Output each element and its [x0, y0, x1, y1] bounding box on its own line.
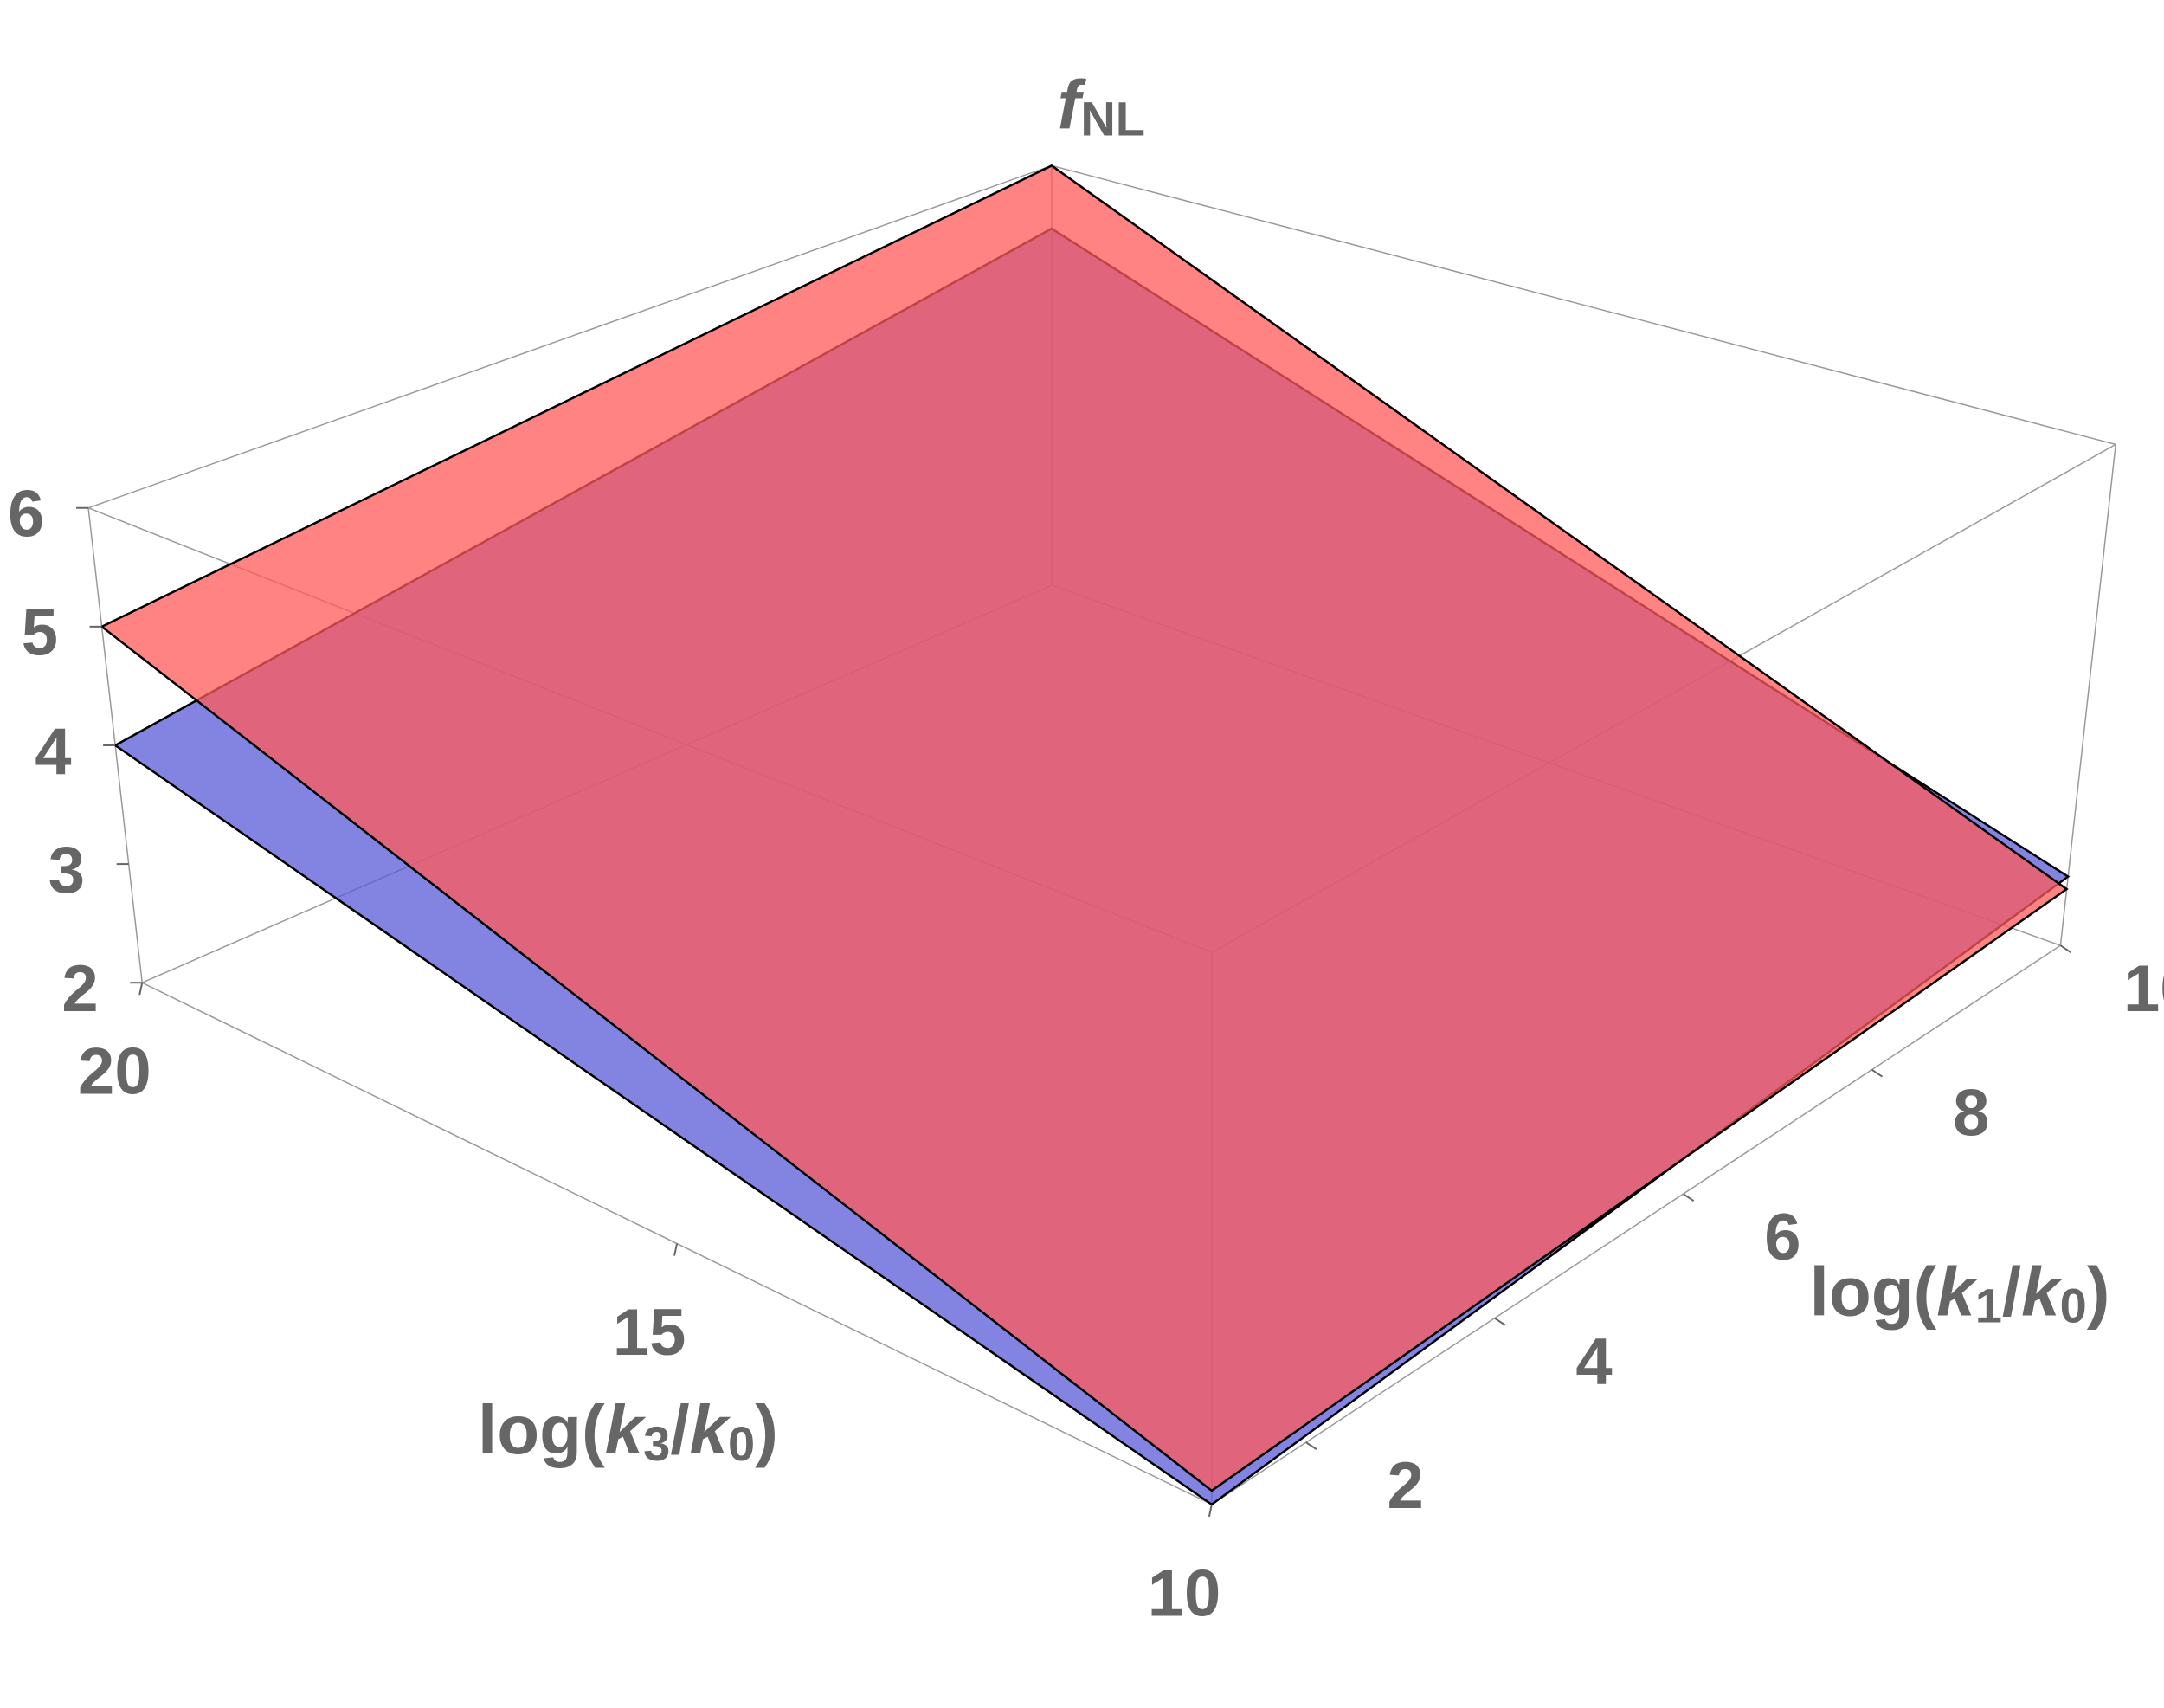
- z-tick-label: 2: [61, 952, 98, 1026]
- tick-mark: [138, 982, 144, 996]
- z-axis-title-part: NL: [1080, 91, 1145, 145]
- x-axis-title-part: 0: [2060, 1279, 2087, 1333]
- z-axis-title: fNL: [1058, 67, 1145, 146]
- z-tick-label: 6: [8, 478, 44, 551]
- z-tick-label: 4: [35, 715, 71, 789]
- tick-mark: [1871, 1068, 1884, 1078]
- surface: [100, 164, 2069, 1492]
- tick-mark: [2059, 944, 2071, 953]
- tick-mark: [1208, 1504, 1213, 1518]
- box-edge: [87, 164, 1053, 509]
- x-axis-title-part: /: [2002, 1254, 2021, 1331]
- box-edge: [1211, 944, 2061, 1505]
- tick-mark: [1683, 1193, 1695, 1202]
- y-axis-title-part: /: [670, 1391, 689, 1468]
- x-tick-label: 8: [1953, 1077, 1989, 1150]
- x-axis-title-part: log(: [1810, 1254, 1937, 1331]
- y-axis-title-part: 0: [728, 1416, 755, 1471]
- y-axis-title: log(k3/k0): [478, 1391, 778, 1471]
- y-axis-title-part: 3: [643, 1416, 670, 1471]
- tick-mark: [673, 1243, 679, 1256]
- x-tick-label: 6: [1764, 1201, 1800, 1274]
- y-tick-label: 10: [1148, 1557, 1221, 1630]
- z-tick-label: 3: [48, 834, 85, 907]
- x-axis-title: log(k1/k0): [1810, 1254, 2110, 1333]
- x-axis-title-part: 1: [1975, 1279, 2002, 1333]
- x-tick-label: 10: [2123, 952, 2164, 1026]
- box-edge: [1051, 164, 2116, 446]
- y-tick-label: 20: [78, 1035, 151, 1109]
- y-axis-title-part: ): [755, 1391, 778, 1468]
- x-axis-title-part: k: [2021, 1254, 2063, 1331]
- x-tick-label: 4: [1575, 1325, 1612, 1399]
- tick-mark: [1494, 1317, 1506, 1326]
- y-axis-title-part: log(: [478, 1391, 605, 1468]
- tick-mark: [1305, 1441, 1317, 1450]
- x-axis-title-part: k: [1936, 1254, 1978, 1331]
- y-axis-title-part: k: [690, 1391, 731, 1468]
- z-tick-label: 5: [22, 596, 58, 670]
- y-axis-title-part: k: [605, 1391, 647, 1468]
- x-tick-label: 2: [1387, 1449, 1423, 1523]
- y-tick-label: 15: [613, 1296, 686, 1370]
- box-edge: [2059, 444, 2116, 946]
- x-axis-title-part: ): [2087, 1254, 2110, 1331]
